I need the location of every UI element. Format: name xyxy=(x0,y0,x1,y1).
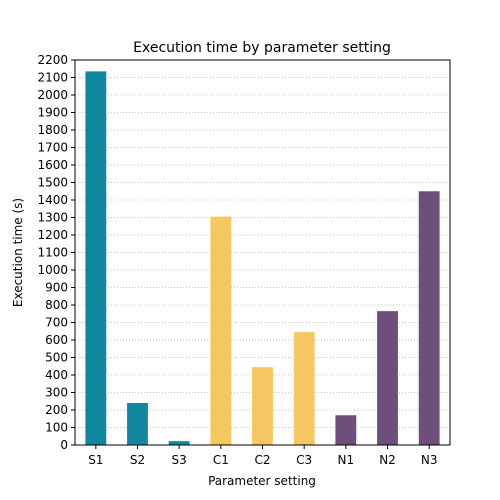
bar-s1 xyxy=(85,71,107,445)
bar-n2 xyxy=(377,311,398,445)
x-tick-label: N1 xyxy=(338,453,355,467)
y-tick-label: 1700 xyxy=(37,141,68,155)
x-axis-label: Parameter setting xyxy=(208,474,316,488)
bar-c2 xyxy=(252,367,273,445)
x-tick-label: C2 xyxy=(254,453,270,467)
x-tick-label: C1 xyxy=(213,453,229,467)
y-tick-label: 1000 xyxy=(37,263,68,277)
y-tick-label: 900 xyxy=(45,281,68,295)
y-tick-label: 700 xyxy=(45,316,68,330)
y-tick-label: 600 xyxy=(45,333,68,347)
x-tick-label: S3 xyxy=(172,453,187,467)
chart-title: Execution time by parameter setting xyxy=(133,40,391,56)
y-tick-label: 1800 xyxy=(37,123,68,137)
y-tick-label: 1600 xyxy=(37,158,68,172)
y-tick-label: 100 xyxy=(45,421,68,435)
bar-n3 xyxy=(418,191,440,445)
x-axis-ticks: S1 S2 S3 C1 C2 C3 N1 N2 N3 xyxy=(88,445,437,467)
y-tick-label: 1500 xyxy=(37,176,68,190)
y-tick-label: 1900 xyxy=(37,106,68,120)
y-tick-label: 400 xyxy=(45,368,68,382)
bar-c3 xyxy=(293,332,315,445)
bars xyxy=(85,71,440,445)
x-tick-label: C3 xyxy=(296,453,312,467)
x-tick-label: N2 xyxy=(379,453,396,467)
x-tick-label: S1 xyxy=(88,453,103,467)
y-tick-label: 200 xyxy=(45,403,68,417)
y-tick-label: 2200 xyxy=(37,53,68,67)
y-tick-label: 1300 xyxy=(37,211,68,225)
bar-n1 xyxy=(335,415,357,445)
bar-c1 xyxy=(210,216,232,445)
y-tick-label: 2100 xyxy=(37,71,68,85)
y-tick-label: 300 xyxy=(45,386,68,400)
y-tick-label: 500 xyxy=(45,351,68,365)
y-tick-label: 1100 xyxy=(37,246,68,260)
y-tick-label: 1200 xyxy=(37,228,68,242)
bar-s2 xyxy=(127,403,148,445)
y-tick-label: 2000 xyxy=(37,88,68,102)
y-axis-ticks: 0 100 200 300 400 500 600 700 800 900 1000 1100 1200… xyxy=(37,53,75,452)
x-tick-label: S2 xyxy=(130,453,145,467)
y-tick-label: 800 xyxy=(45,298,68,312)
y-tick-label: 1400 xyxy=(37,193,68,207)
bar-s3 xyxy=(168,441,190,445)
x-tick-label: N3 xyxy=(421,453,438,467)
y-axis-label: Execution time (s) xyxy=(11,198,25,307)
y-tick-label: 0 xyxy=(60,438,68,452)
